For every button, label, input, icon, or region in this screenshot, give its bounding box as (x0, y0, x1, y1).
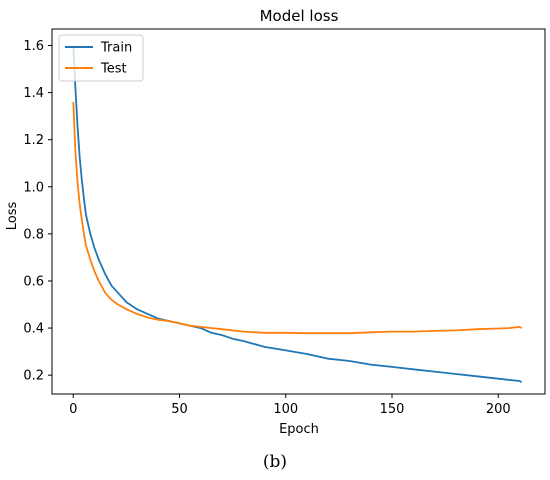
figure-caption: (b) (262, 452, 288, 472)
y-tick-label: 0.4 (23, 322, 44, 337)
x-axis-title: Epoch (279, 422, 319, 437)
y-axis-title: Loss (5, 202, 20, 231)
legend-label-test: Test (100, 62, 127, 77)
plot-frame (51, 28, 546, 395)
loss-chart: Model loss 0 50 100 150 200 0.2 0.4 0.6 0.8 1.0 1… (5, 7, 546, 437)
legend: Train Test (58, 34, 144, 82)
y-axis: 0.2 0.4 0.6 0.8 1.0 1.2 1.4 1.6 (23, 39, 52, 384)
series-line-test (72, 101, 523, 335)
plot-area (51, 28, 546, 395)
y-tick-label: 1.6 (23, 39, 44, 54)
legend-label-train: Train (100, 41, 132, 56)
y-tick-label: 0.8 (23, 227, 44, 242)
series-line-train (72, 45, 523, 383)
x-tick-label: 100 (273, 402, 298, 417)
y-tick-label: 0.2 (23, 369, 44, 384)
x-axis: 0 50 100 150 200 (69, 394, 511, 417)
chart-title: Model loss (260, 7, 339, 25)
y-tick-label: 1.4 (23, 86, 44, 101)
x-tick-label: 0 (69, 402, 77, 417)
y-tick-label: 0.6 (23, 274, 44, 289)
x-tick-label: 50 (171, 402, 188, 417)
y-tick-label: 1.0 (23, 180, 44, 195)
x-tick-label: 150 (380, 402, 405, 417)
x-tick-label: 200 (486, 402, 511, 417)
y-tick-label: 1.2 (23, 133, 44, 148)
